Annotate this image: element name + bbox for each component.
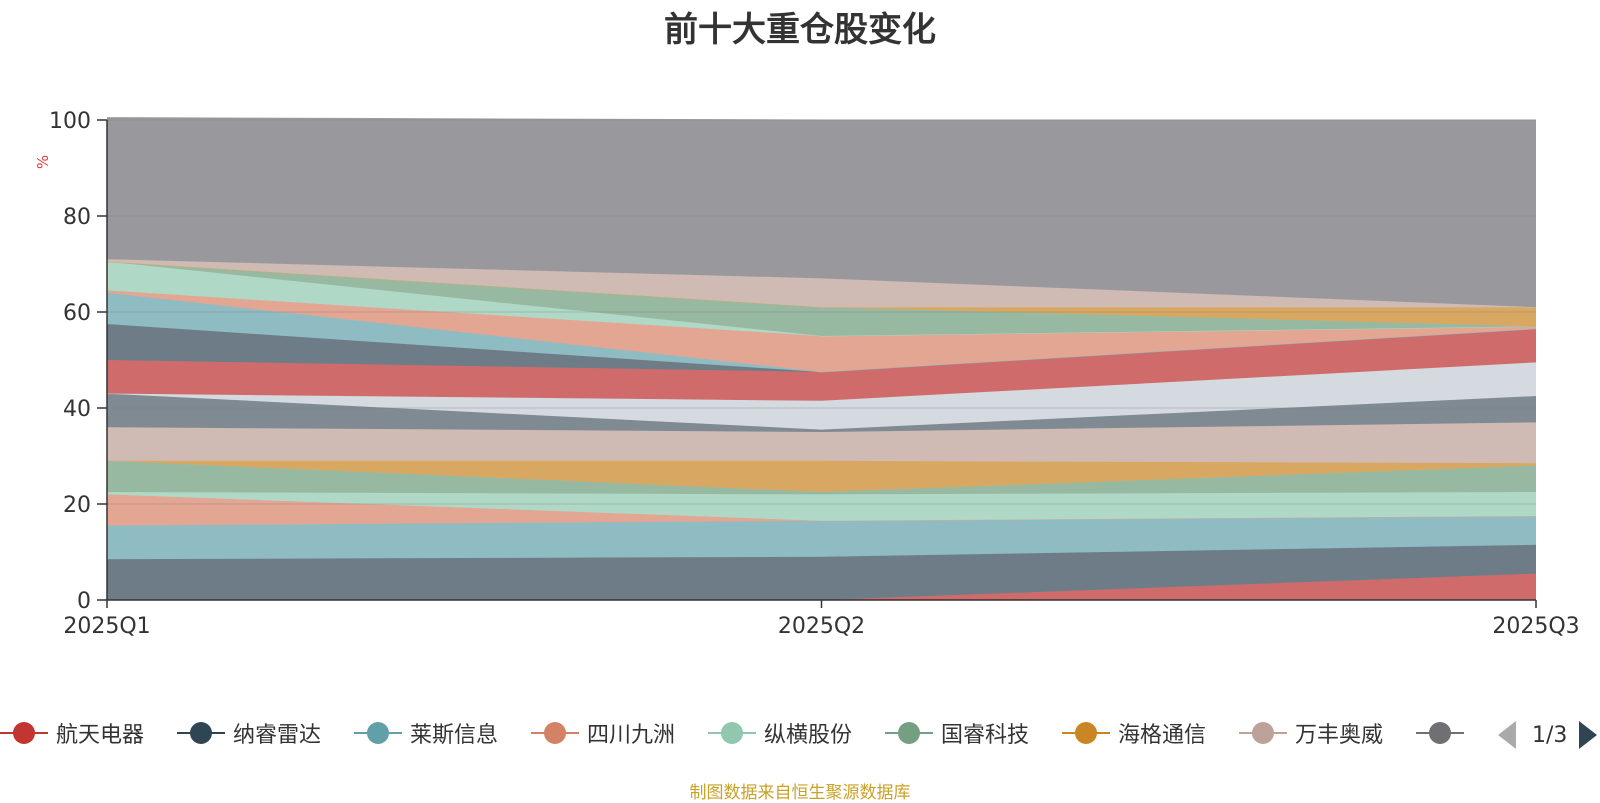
legend-next-arrow-icon[interactable] [1579,721,1598,749]
y-tick-label: 60 [63,301,91,326]
area-series-7 [107,460,1536,492]
legend-label: 四川九洲 [587,723,676,748]
x-tick-label: 2025Q3 [1492,614,1579,639]
area-series-1 [107,573,1536,600]
legend-marker-icon [354,721,402,745]
area-series-8 [107,422,1536,464]
y-tick-label: 40 [63,397,91,422]
x-tick-label: 2025Q2 [778,614,865,639]
y-tick-label: 20 [63,493,91,518]
y-tick-label: 0 [77,589,91,614]
chart-title: 前十大重仓股变化 [664,10,936,50]
area-series-6 [107,460,1536,495]
area-series-5 [107,492,1536,521]
legend-label: 海格通信 [1118,723,1207,748]
legend-marker-icon [708,721,756,745]
legend: 航天电器 纳睿雷达 莱斯信息 四川九洲 纵横股份 国睿科技 海格通信 万丰奥威 [0,716,1500,750]
legend-marker-icon [1239,721,1287,745]
legend-item[interactable]: 莱斯信息 [354,716,498,750]
area-series-9 [107,393,1536,432]
legend-item[interactable]: 万丰奥威 [1239,716,1383,750]
area-series-17 [107,261,1536,327]
area-series-19 [107,117,1536,308]
legend-label: 莱斯信息 [410,723,499,748]
legend-label: 国睿科技 [941,723,1030,748]
data-source-note: 制图数据来自恒生聚源数据库 [689,783,911,803]
legend-label: 纵横股份 [764,723,853,748]
legend-item[interactable]: 纵横股份 [708,716,852,750]
area-series-18 [107,259,1536,308]
legend-item[interactable]: 国睿科技 [885,716,1029,750]
y-axis-unit-label: % [34,155,52,169]
area-series-12 [107,324,1536,372]
legend-prev-arrow-icon[interactable] [1498,721,1516,749]
legend-item[interactable]: 四川九洲 [531,716,675,750]
area-series-10 [107,362,1536,430]
area-series-14 [107,290,1536,372]
legend-marker-icon [177,721,225,745]
legend-item[interactable]: 海格通信 [1062,716,1206,750]
legend-item[interactable] [1416,716,1472,750]
area-series-edge-19 [106,117,1536,121]
legend-item[interactable]: 纳睿雷达 [177,716,321,750]
area-series-16 [107,261,1536,336]
legend-marker-icon [1062,721,1110,745]
legend-pager: 1/3 [1498,718,1600,752]
area-series-11 [107,328,1536,401]
area-series-3 [107,516,1536,560]
legend-label: 万丰奥威 [1295,723,1384,748]
legend-marker-icon [885,721,933,745]
legend-marker-icon [1416,721,1464,745]
legend-label: 纳睿雷达 [233,723,322,748]
y-tick-label: 100 [49,109,91,134]
legend-page-indicator: 1/3 [1532,722,1568,748]
legend-marker-icon [0,721,48,745]
y-tick-label: 80 [63,205,91,230]
area-series-13 [107,292,1536,372]
legend-item[interactable]: 航天电器 [0,716,144,750]
legend-label: 航天电器 [56,723,145,748]
area-series-2 [107,544,1536,600]
x-tick-label: 2025Q1 [63,614,150,639]
legend-marker-icon [531,721,579,745]
area-series-4 [107,494,1536,526]
area-series-15 [107,261,1536,336]
